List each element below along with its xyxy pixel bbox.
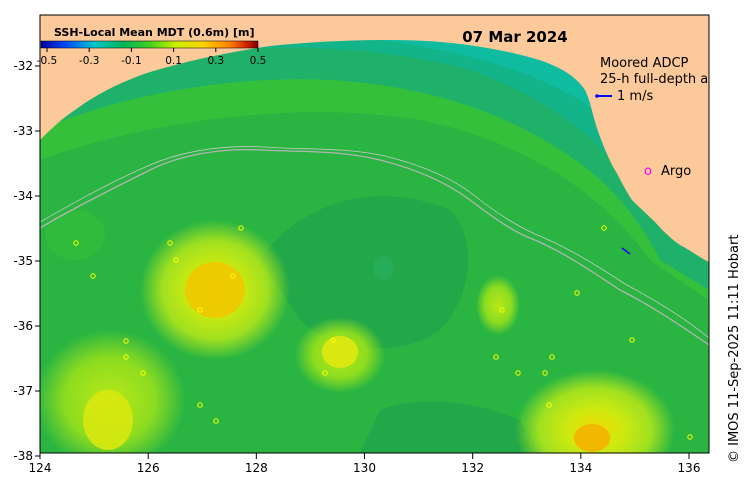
argo-float (197, 402, 203, 408)
adcp-vector (621, 247, 631, 255)
legend-argo-label: Argo (661, 164, 691, 179)
isobath-upper-slope (40, 146, 709, 339)
argo-float (322, 370, 328, 376)
argo-float (123, 354, 129, 360)
argo-floats (73, 225, 693, 440)
colorbar-tick-label: 0.1 (165, 55, 182, 67)
x-tick-label: 126 (137, 461, 160, 475)
map-panel: Moored ADCP 25-h full-depth av. 1 m/s o … (40, 15, 719, 453)
argo-float (167, 240, 173, 246)
x-tick-label: 132 (461, 461, 484, 475)
argo-float (493, 354, 499, 360)
argo-float (549, 354, 555, 360)
land-australia (40, 15, 709, 262)
argo-float (140, 370, 146, 376)
colorbar-tick-label: -0.1 (121, 55, 142, 67)
warm-eddy-southwest-core (83, 390, 133, 450)
warm-eddy-north-core (185, 262, 245, 318)
legend-vector-label: 1 m/s (617, 89, 653, 104)
argo-float (123, 338, 129, 344)
argo-float (173, 257, 179, 263)
ocean-low-south (360, 401, 540, 453)
colorbar: SSH-Local Mean MDT (0.6m) [m] -0.5 -0.3 -0… (37, 26, 267, 67)
argo-float (546, 402, 552, 408)
y-tick-label: -32 (13, 59, 33, 73)
y-tick-label: -36 (13, 319, 33, 333)
credit-text: © IMOS 11-Sep-2025 11:11 Hobart (727, 235, 742, 463)
ocean-cold-spot (373, 256, 393, 280)
y-tick-label: -33 (13, 124, 33, 138)
y-tick-label: -35 (13, 254, 33, 268)
argo-float (687, 434, 693, 440)
argo-float (230, 273, 236, 279)
y-tick-label: -38 (13, 449, 33, 463)
map-frame (39, 14, 710, 454)
isobath-shelf-edge (40, 149, 709, 346)
warm-eddy-southeast (515, 370, 675, 453)
x-tick-label: 130 (353, 461, 376, 475)
argo-float (330, 337, 336, 343)
legend-argo-symbol: o (644, 164, 652, 179)
ocean-patch-west (45, 210, 105, 260)
argo-float (515, 370, 521, 376)
legend-adcp-subtitle: 25-h full-depth av. (600, 72, 719, 87)
argo-float (542, 370, 548, 376)
warm-eddy-center-core (322, 336, 358, 368)
argo-float (213, 418, 219, 424)
x-tick-label: 136 (678, 461, 701, 475)
argo-float (574, 290, 580, 296)
legend-vector-dot (595, 94, 599, 98)
x-tick-label: 128 (245, 461, 268, 475)
argo-float (238, 225, 244, 231)
map-date: 07 Mar 2024 (462, 28, 568, 46)
ocean-low-center (260, 196, 469, 349)
y-tick-label: -37 (13, 384, 33, 398)
colorbar-ramp (40, 40, 259, 49)
argo-float (73, 240, 79, 246)
x-axis: 124 126 128 130 132 134 136 (29, 453, 701, 475)
colorbar-tick-label: 0.3 (207, 55, 224, 67)
legend-adcp-title: Moored ADCP (600, 56, 689, 71)
colorbar-tick-label: 0.5 (250, 55, 267, 67)
colorbar-tick-label: -0.5 (37, 55, 58, 67)
x-tick-label: 134 (569, 461, 592, 475)
argo-float (499, 307, 505, 313)
argo-float (629, 337, 635, 343)
x-tick-label: 124 (29, 461, 52, 475)
y-tick-label: -34 (13, 189, 33, 203)
warm-eddy-east (476, 275, 520, 335)
colorbar-title: SSH-Local Mean MDT (0.6m) [m] (54, 26, 254, 39)
colorbar-tick-label: -0.3 (79, 55, 100, 67)
argo-float (197, 307, 203, 313)
argo-float (601, 225, 607, 231)
argo-float (90, 273, 96, 279)
y-axis: -32 -33 -34 -35 -36 -37 -38 (13, 59, 40, 463)
warm-eddy-southeast-core (574, 424, 610, 452)
